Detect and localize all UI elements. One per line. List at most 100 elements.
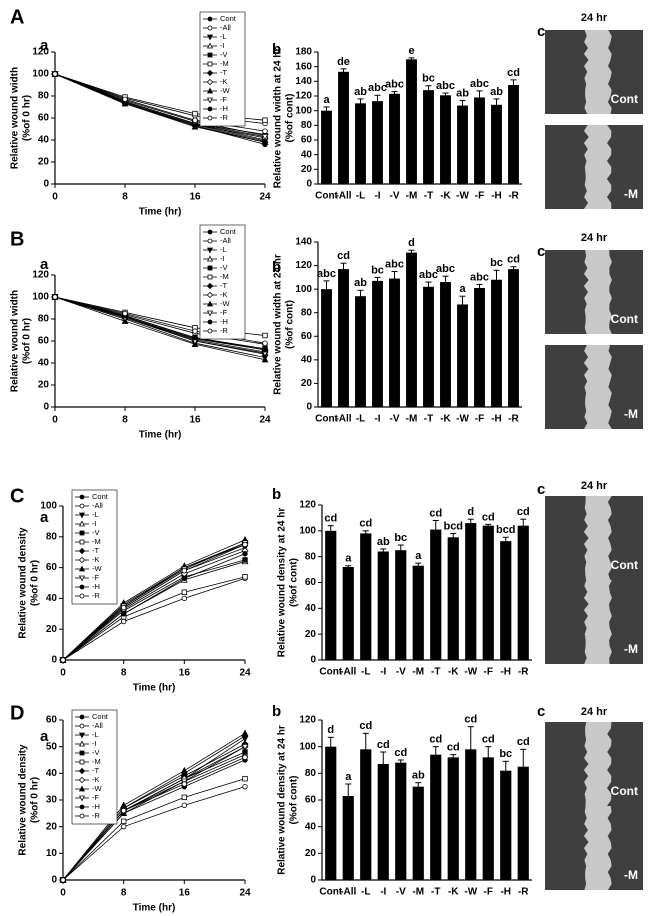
x-tick-label: 0 (60, 888, 66, 899)
significance-label: cd (324, 513, 337, 525)
legend-label: -H (220, 104, 228, 113)
bar (440, 282, 451, 407)
subpanel-letter: a (40, 37, 49, 54)
series-line (62, 732, 246, 881)
y-tick-label: 100 (295, 284, 312, 295)
series-line (62, 778, 246, 881)
marker (78, 776, 86, 784)
marker (120, 801, 128, 809)
y-tick-label: 0 (306, 402, 312, 413)
y-tick-label: 50 (46, 741, 58, 752)
series-line (54, 296, 266, 358)
legend-label: -F (220, 95, 227, 104)
marker (241, 729, 249, 737)
series-line (62, 559, 246, 661)
x-tick-label: 8 (121, 888, 127, 899)
x-tick-label: -F (475, 414, 484, 425)
legend-label: -W (220, 86, 230, 95)
y-tick-label: 80 (305, 768, 317, 779)
marker (78, 565, 86, 572)
marker (206, 34, 214, 41)
legend-label: -H (220, 317, 228, 326)
legend-label: -L (220, 32, 227, 41)
marker (78, 795, 86, 802)
x-tick-label: -V (396, 667, 406, 678)
x-tick-label: -H (500, 887, 511, 898)
legend-box (71, 709, 118, 825)
bar (377, 551, 389, 660)
marker (79, 530, 85, 536)
image-title: 24 hr (581, 232, 608, 244)
y-tick-label: 60 (46, 562, 58, 573)
x-tick-label: 8 (122, 415, 128, 426)
significance-label: ab (354, 86, 367, 98)
y-tick-label: 40 (38, 135, 50, 146)
x-tick-label: -T (431, 887, 440, 898)
legend-label: -W (220, 299, 230, 308)
marker (262, 117, 268, 123)
x-tick-label: Cont (315, 191, 338, 202)
marker (78, 785, 86, 792)
x-tick-label: -R (508, 414, 519, 425)
marker (207, 319, 213, 325)
marker (181, 567, 188, 574)
marker (79, 494, 85, 500)
image-label: Cont (611, 784, 638, 798)
image-label: -M (624, 642, 638, 656)
bar (447, 757, 459, 880)
y-tick-label: 60 (38, 336, 50, 347)
series-line (62, 743, 246, 881)
marker (262, 340, 268, 346)
legend-label: -F (92, 793, 99, 802)
bar (482, 757, 494, 880)
series-line (62, 786, 246, 881)
significance-label: bc (499, 748, 512, 760)
legend-label: -V (92, 748, 100, 757)
bar (457, 105, 468, 184)
x-tick-label: -I (380, 887, 386, 898)
wound-gap (583, 30, 612, 114)
y-axis-label: Relative wound density at 24 hr (277, 508, 288, 658)
bar (482, 525, 494, 660)
panel-letter: B (10, 228, 24, 250)
bar (500, 541, 512, 660)
marker (120, 818, 127, 825)
y-tick-label: 40 (301, 149, 313, 160)
marker (242, 775, 248, 782)
bar (474, 97, 485, 184)
bar (430, 754, 442, 880)
legend-label: -F (92, 573, 99, 582)
y-tick-label: 20 (46, 821, 58, 832)
significance-label: abc (385, 79, 404, 91)
x-tick-label: -M (412, 667, 424, 678)
y-tick-label: 60 (38, 113, 50, 124)
x-tick-label: -W (464, 667, 477, 678)
marker (78, 740, 86, 747)
series-line (62, 576, 246, 661)
significance-label: bcd (443, 520, 463, 532)
marker (181, 575, 188, 582)
y-tick-label: 100 (299, 525, 316, 536)
panel-letter: D (10, 702, 24, 724)
bar (360, 533, 372, 660)
x-tick-label: 24 (259, 192, 271, 203)
x-tick-label: -I (380, 667, 386, 678)
subpanel-letter: b (272, 259, 281, 276)
series-line (54, 296, 266, 351)
marker (206, 282, 214, 290)
marker (206, 255, 214, 262)
y-tick-label: 80 (301, 307, 313, 318)
significance-label: abc (419, 269, 438, 281)
legend-label: -R (220, 326, 228, 335)
y-tick-label: 40 (305, 821, 317, 832)
bar (321, 289, 332, 407)
x-tick-label: -All (335, 191, 351, 202)
significance-label: cd (359, 518, 372, 530)
marker (241, 735, 249, 743)
series-line (62, 578, 246, 661)
x-tick-label: -H (491, 191, 502, 202)
marker (78, 547, 86, 555)
bar (508, 85, 519, 184)
legend-label: -I (220, 254, 225, 263)
significance-label: bc (422, 73, 435, 85)
